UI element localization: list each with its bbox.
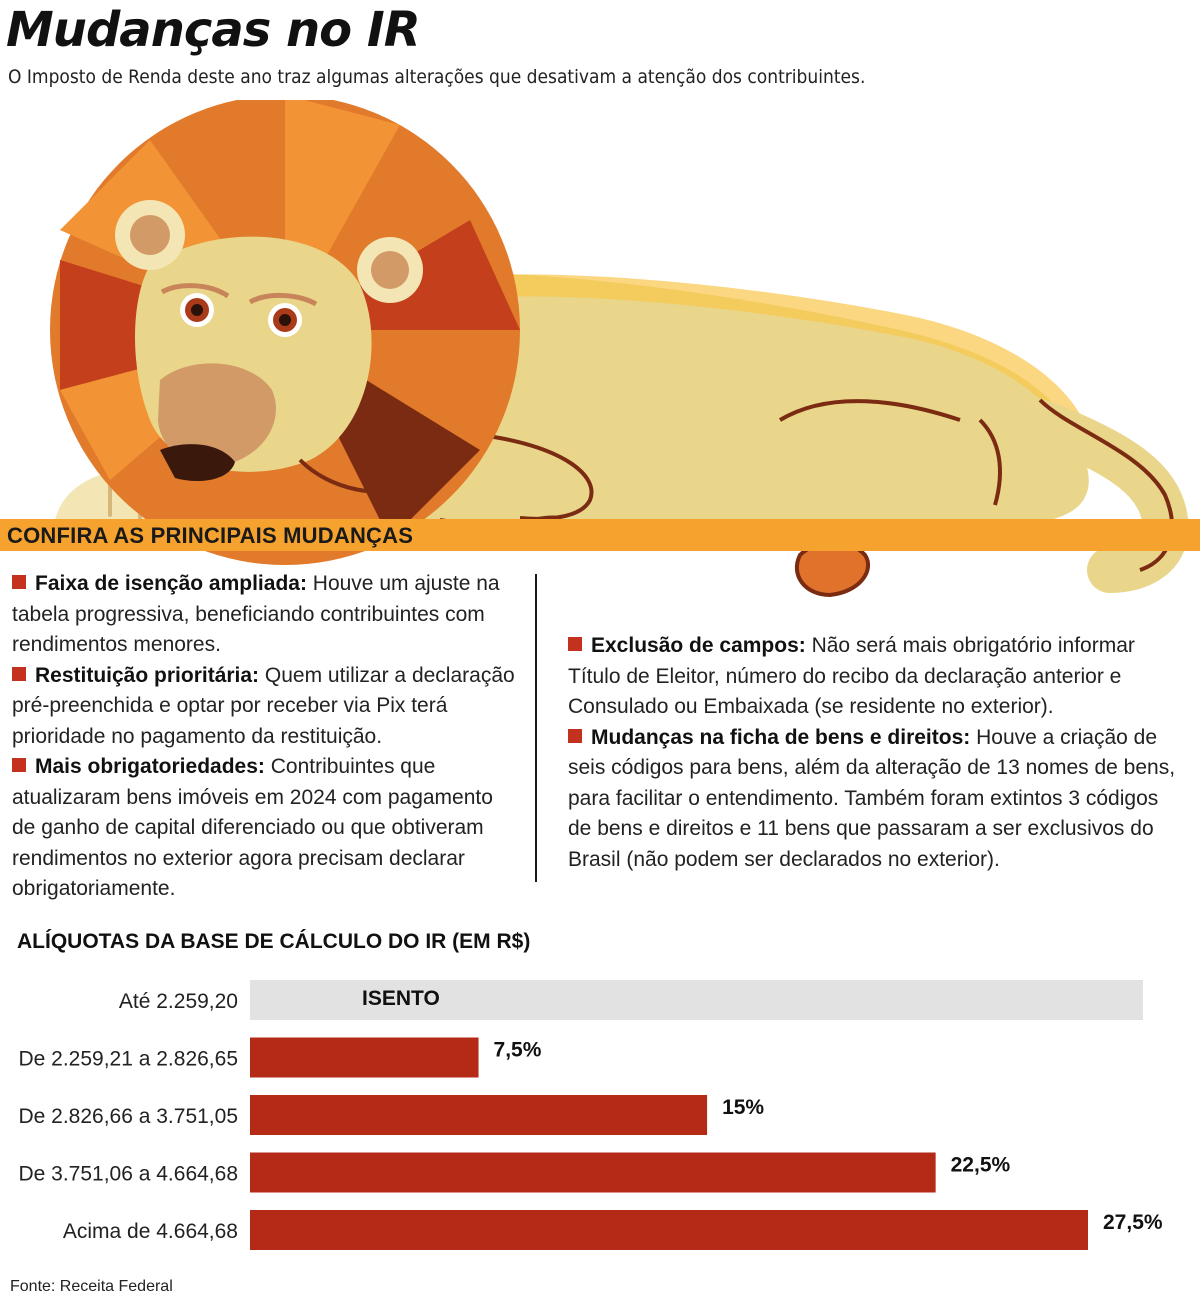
- category-label: Acima de 4.664,68: [63, 1220, 238, 1243]
- bullet-square-icon: [568, 637, 582, 651]
- change-item: Mudanças na ficha de bens e direitos: Ho…: [568, 723, 1178, 876]
- category-label: De 3.751,06 a 4.664,68: [18, 1163, 238, 1186]
- value-label: ISENTO: [362, 987, 440, 1010]
- change-item: Restituição prioritária: Quem utilizar a…: [12, 661, 517, 753]
- tax-rate-chart: Até 2.259,20 ISENTO De 2.259,21 a 2.826,65…: [18, 980, 1163, 1250]
- value-label: 22,5%: [951, 1154, 1011, 1177]
- bullet-square-icon: [568, 728, 582, 743]
- bullet-square-icon: [12, 575, 26, 589]
- change-item-text: Não será mais obrigatório informar Títul…: [568, 634, 1135, 718]
- category-label: Até 2.259,20: [119, 990, 238, 1013]
- change-item-text: Houve a criação de seis códigos para ben…: [568, 725, 1176, 871]
- value-label: 27,5%: [1103, 1211, 1163, 1234]
- change-item-lead: Restituição prioritária:: [35, 663, 260, 687]
- bullet-square-icon: [12, 666, 26, 681]
- value-label: 15%: [722, 1096, 764, 1119]
- section-label: CONFIRA AS PRINCIPAIS MUDANÇAS: [7, 523, 414, 548]
- section-band: [0, 519, 1200, 551]
- bullet-square-icon: [12, 758, 26, 772]
- changes-left-column: Faixa de isenção ampliada: Houve um ajus…: [12, 569, 517, 905]
- rate-bar: [250, 1152, 936, 1193]
- change-item: Exclusão de campos: Não será mais obriga…: [568, 631, 1178, 723]
- change-item-lead: Faixa de isenção ampliada:: [35, 572, 307, 595]
- changes-right-column: Exclusão de campos: Não será mais obriga…: [568, 631, 1178, 875]
- change-item-text: Quem utilizar a declaração pré-preenchid…: [12, 663, 515, 748]
- rate-bar: [250, 1037, 479, 1078]
- change-item-lead: Mudanças na ficha de bens e direitos:: [591, 725, 971, 749]
- page-title: Mudanças no IR: [6, 2, 421, 58]
- change-item-lead: Mais obrigatoriedades:: [35, 755, 265, 778]
- change-item-lead: Exclusão de campos:: [591, 634, 806, 657]
- lion-illustration: [50, 100, 1189, 598]
- column-divider: [535, 574, 537, 882]
- category-label: De 2.259,21 a 2.826,65: [18, 1048, 238, 1071]
- rate-bar: [250, 1210, 1088, 1250]
- page-subtitle: O Imposto de Renda deste ano traz alguma…: [8, 66, 866, 88]
- exempt-bar: [250, 980, 1143, 1020]
- category-label: De 2.826,66 a 3.751,05: [18, 1105, 238, 1128]
- change-item-text: Contribuintes que atualizaram bens imóve…: [12, 755, 493, 900]
- source-note: Fonte: Receita Federal: [10, 1278, 173, 1295]
- change-item: Mais obrigatoriedades: Contribuintes que…: [12, 752, 517, 905]
- value-label: 7,5%: [494, 1039, 542, 1062]
- rate-bar: [250, 1095, 708, 1135]
- change-item: Faixa de isenção ampliada: Houve um ajus…: [12, 569, 517, 661]
- change-item-text: Houve um ajuste na tabela progressiva, b…: [12, 572, 500, 656]
- chart-title: ALÍQUOTAS DA BASE DE CÁLCULO DO IR (EM R…: [17, 930, 531, 953]
